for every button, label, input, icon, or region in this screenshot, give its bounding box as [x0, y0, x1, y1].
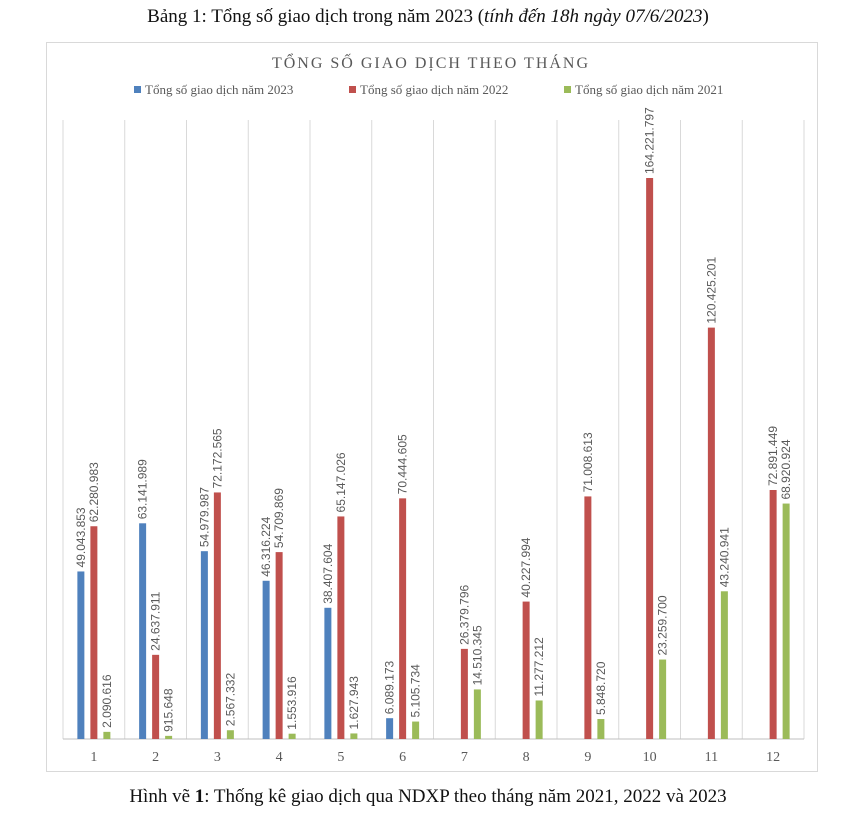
caption-suffix: ) [702, 6, 709, 27]
bar [473, 689, 481, 739]
bar [769, 489, 777, 739]
x-tick-label: 3 [214, 750, 221, 765]
data-label: 14.510.345 [470, 625, 484, 685]
data-label: 164.221.797 [643, 107, 657, 174]
bar [90, 526, 98, 739]
legend-swatch [349, 86, 356, 93]
bar [103, 731, 111, 739]
x-tick-label: 4 [276, 750, 283, 765]
bar [139, 523, 147, 739]
legend-label: Tổng số giao dịch năm 2021 [575, 82, 723, 97]
x-tick-label: 11 [705, 750, 718, 765]
data-label: 70.444.605 [396, 434, 410, 494]
bar [165, 735, 173, 739]
bar [597, 719, 605, 739]
x-tick-label: 5 [337, 750, 344, 765]
bar [386, 718, 394, 739]
legend-swatch [134, 86, 141, 93]
x-tick-label: 8 [523, 750, 530, 765]
data-label: 23.259.700 [656, 595, 670, 655]
bar [659, 659, 667, 739]
data-label: 915.648 [162, 688, 176, 732]
data-label: 6.089.173 [383, 660, 397, 714]
data-label: 72.172.565 [210, 428, 224, 488]
bar [350, 733, 358, 739]
figure-caption: Hình vẽ 1: Thống kê giao dịch qua NDXP t… [0, 786, 856, 808]
chart-frame [46, 42, 818, 772]
table-caption: Bảng 1: Tổng số giao dịch trong năm 2023… [0, 6, 856, 28]
bar [77, 571, 85, 739]
bar [412, 721, 420, 739]
bar [399, 498, 407, 739]
data-label: 1.553.916 [285, 676, 299, 730]
legend-swatch [564, 86, 571, 93]
caption-italic: tính đến 18h ngày 07/6/2023 [484, 6, 703, 27]
bar [522, 601, 530, 739]
bar [213, 492, 221, 739]
bar [720, 591, 728, 739]
data-label: 38.407.604 [321, 543, 335, 603]
x-tick-label: 7 [461, 750, 468, 765]
data-label: 24.637.911 [149, 591, 163, 650]
data-label: 43.240.941 [717, 527, 731, 587]
data-label: 49.043.853 [74, 507, 88, 567]
figure-number: 1 [194, 786, 205, 807]
bar [337, 516, 345, 739]
x-tick-label: 2 [152, 750, 159, 765]
data-label: 68.920.924 [779, 439, 793, 499]
bar [782, 503, 790, 739]
legend-label: Tổng số giao dịch năm 2022 [360, 82, 508, 97]
chart-title: TỔNG SỐ GIAO DỊCH THEO THÁNG [272, 52, 590, 72]
data-label: 46.316.224 [259, 516, 273, 576]
data-label: 26.379.796 [457, 584, 471, 644]
bar [646, 178, 654, 739]
data-label: 120.425.201 [704, 257, 718, 324]
bar [584, 496, 592, 739]
bar [324, 607, 332, 739]
legend-label: Tổng số giao dịch năm 2023 [145, 82, 293, 97]
data-label: 1.627.943 [347, 676, 361, 730]
data-label: 54.979.987 [197, 487, 211, 547]
data-label: 63.141.989 [136, 459, 150, 519]
data-label: 65.147.026 [334, 452, 348, 512]
data-label: 71.008.613 [581, 432, 595, 492]
figure-caption-prefix: Hình vẽ [129, 786, 195, 807]
data-label: 40.227.994 [519, 537, 533, 597]
bar [707, 327, 715, 739]
data-label: 5.105.734 [409, 664, 423, 718]
x-tick-label: 1 [90, 750, 97, 765]
data-label: 2.567.332 [223, 673, 237, 727]
bar [288, 733, 296, 739]
data-label: 5.848.720 [594, 661, 608, 715]
caption-prefix: Bảng 1: Tổng số giao dịch trong năm 2023… [147, 6, 485, 27]
figure-caption-suffix: : Thống kê giao dịch qua NDXP theo tháng… [204, 786, 727, 807]
data-label: 54.709.869 [272, 488, 286, 548]
bar [152, 654, 160, 739]
x-tick-label: 9 [584, 750, 591, 765]
bar [200, 551, 208, 739]
data-label: 11.277.212 [532, 637, 546, 696]
data-label: 2.090.616 [100, 674, 114, 728]
x-tick-label: 6 [399, 750, 406, 765]
data-label: 72.891.449 [766, 426, 780, 486]
x-tick-label: 10 [643, 750, 657, 765]
bar [226, 730, 234, 739]
bar [460, 648, 468, 739]
data-label: 62.280.983 [87, 462, 101, 522]
bar [275, 552, 283, 739]
bar [262, 580, 270, 739]
bar [535, 700, 543, 739]
x-tick-label: 12 [766, 750, 780, 765]
